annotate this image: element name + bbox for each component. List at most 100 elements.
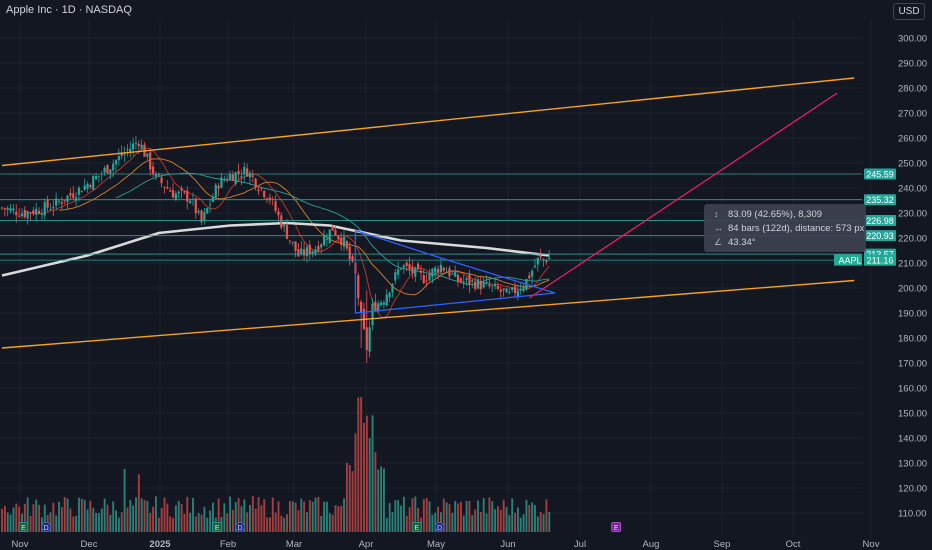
y-tick-label: 180.00	[898, 334, 927, 345]
x-tick-label: Jun	[500, 539, 515, 550]
volume-bar	[217, 498, 220, 532]
volume-bar	[497, 506, 499, 532]
channel-upper-line	[1, 77, 855, 167]
measure-price-row: ↕ 83.09 (42.65%), 8,309	[714, 209, 822, 220]
candle-body	[92, 176, 95, 190]
volume-bar	[212, 502, 214, 532]
candle-body	[194, 198, 197, 214]
volume-bar	[126, 507, 129, 532]
volume-bar	[411, 498, 414, 532]
candle-body	[374, 301, 377, 312]
volume-bar	[314, 497, 317, 532]
candle-body	[166, 187, 169, 189]
event-marker-label: D	[437, 525, 442, 532]
candle-body	[456, 274, 460, 282]
candle-body	[434, 267, 437, 273]
candle-body	[274, 201, 277, 211]
volume-bar	[257, 497, 260, 532]
candle-body	[186, 190, 189, 202]
volume-bar	[260, 505, 263, 532]
candle-body	[365, 327, 368, 350]
measure-info-box: ↕ 83.09 (42.65%), 8,309 ↔ 84 bars (122d), …	[704, 204, 866, 252]
candle-body	[448, 268, 451, 277]
candle-body	[134, 142, 138, 145]
event-marker-label: D	[237, 525, 242, 532]
candle-body	[505, 288, 508, 293]
candle-body	[291, 241, 294, 243]
volume-bar	[357, 397, 360, 532]
volume-bar	[502, 499, 505, 532]
candle-body	[200, 210, 203, 223]
candle-body	[114, 160, 118, 165]
candle-body	[322, 236, 326, 246]
volume-bar	[180, 504, 183, 532]
candle-body	[163, 186, 166, 188]
candle-body	[280, 215, 283, 228]
candle-body	[149, 152, 152, 170]
volume-bar	[391, 511, 394, 532]
candle-body	[419, 270, 423, 273]
candle-body	[522, 286, 525, 291]
candle-body	[348, 246, 351, 260]
candle-body	[474, 281, 477, 289]
candle-body	[237, 171, 240, 174]
candle-body	[357, 275, 360, 299]
candle-body	[126, 149, 129, 151]
volume-bar	[425, 497, 428, 532]
candle-body	[397, 269, 400, 275]
volume-bar	[437, 506, 440, 532]
candle-body	[220, 177, 223, 188]
candle-body	[320, 244, 323, 248]
candle-body	[496, 285, 499, 289]
candle-body	[94, 176, 98, 180]
earnings-marker	[411, 522, 422, 532]
volume-bar	[297, 510, 300, 532]
volume-bar	[1, 508, 3, 532]
candle-body	[89, 184, 92, 188]
currency-button[interactable]: USD	[893, 3, 925, 20]
candle-body	[206, 208, 209, 214]
volume-bar	[263, 499, 266, 532]
y-tick-label: 220.00	[898, 234, 927, 245]
volume-bar	[522, 514, 525, 532]
volume-bar	[323, 501, 326, 532]
candle-body	[228, 174, 232, 180]
candle-body	[285, 225, 289, 239]
volume-bar	[246, 512, 249, 532]
volume-bar	[479, 512, 482, 532]
y-tick-label: 210.00	[898, 259, 927, 270]
volume-bar	[448, 504, 451, 532]
volume-bar	[38, 504, 41, 532]
volume-bar	[86, 509, 89, 532]
volume-bar	[360, 397, 363, 532]
candle-body	[371, 303, 374, 326]
volume-bar	[400, 505, 402, 532]
level-price-label: 245.59	[866, 170, 894, 180]
ma-short-line	[24, 147, 550, 318]
candle-body	[314, 249, 317, 255]
y-tick-label: 270.00	[898, 109, 927, 120]
candle-body	[511, 287, 514, 290]
candle-body	[325, 239, 328, 241]
volume-bar	[55, 515, 58, 532]
candle-body	[248, 172, 252, 178]
volume-bar	[103, 498, 106, 532]
candle-body	[223, 179, 226, 181]
earnings-marker	[18, 522, 29, 532]
volume-bar	[129, 499, 132, 532]
volume-bar	[123, 468, 126, 532]
candle-body	[391, 283, 394, 293]
volume-bar	[18, 506, 21, 532]
volume-bar	[132, 505, 135, 532]
candle-body	[174, 193, 177, 200]
candle-body	[442, 267, 445, 271]
volume-bar	[508, 515, 511, 532]
volume-bar	[317, 496, 320, 532]
candle-body	[217, 185, 220, 189]
y-tick-label: 110.00	[898, 509, 926, 520]
event-marker-label: E	[21, 525, 26, 532]
volume-bar	[240, 506, 243, 532]
volume-bar	[531, 502, 534, 532]
volume-bar	[135, 497, 137, 532]
